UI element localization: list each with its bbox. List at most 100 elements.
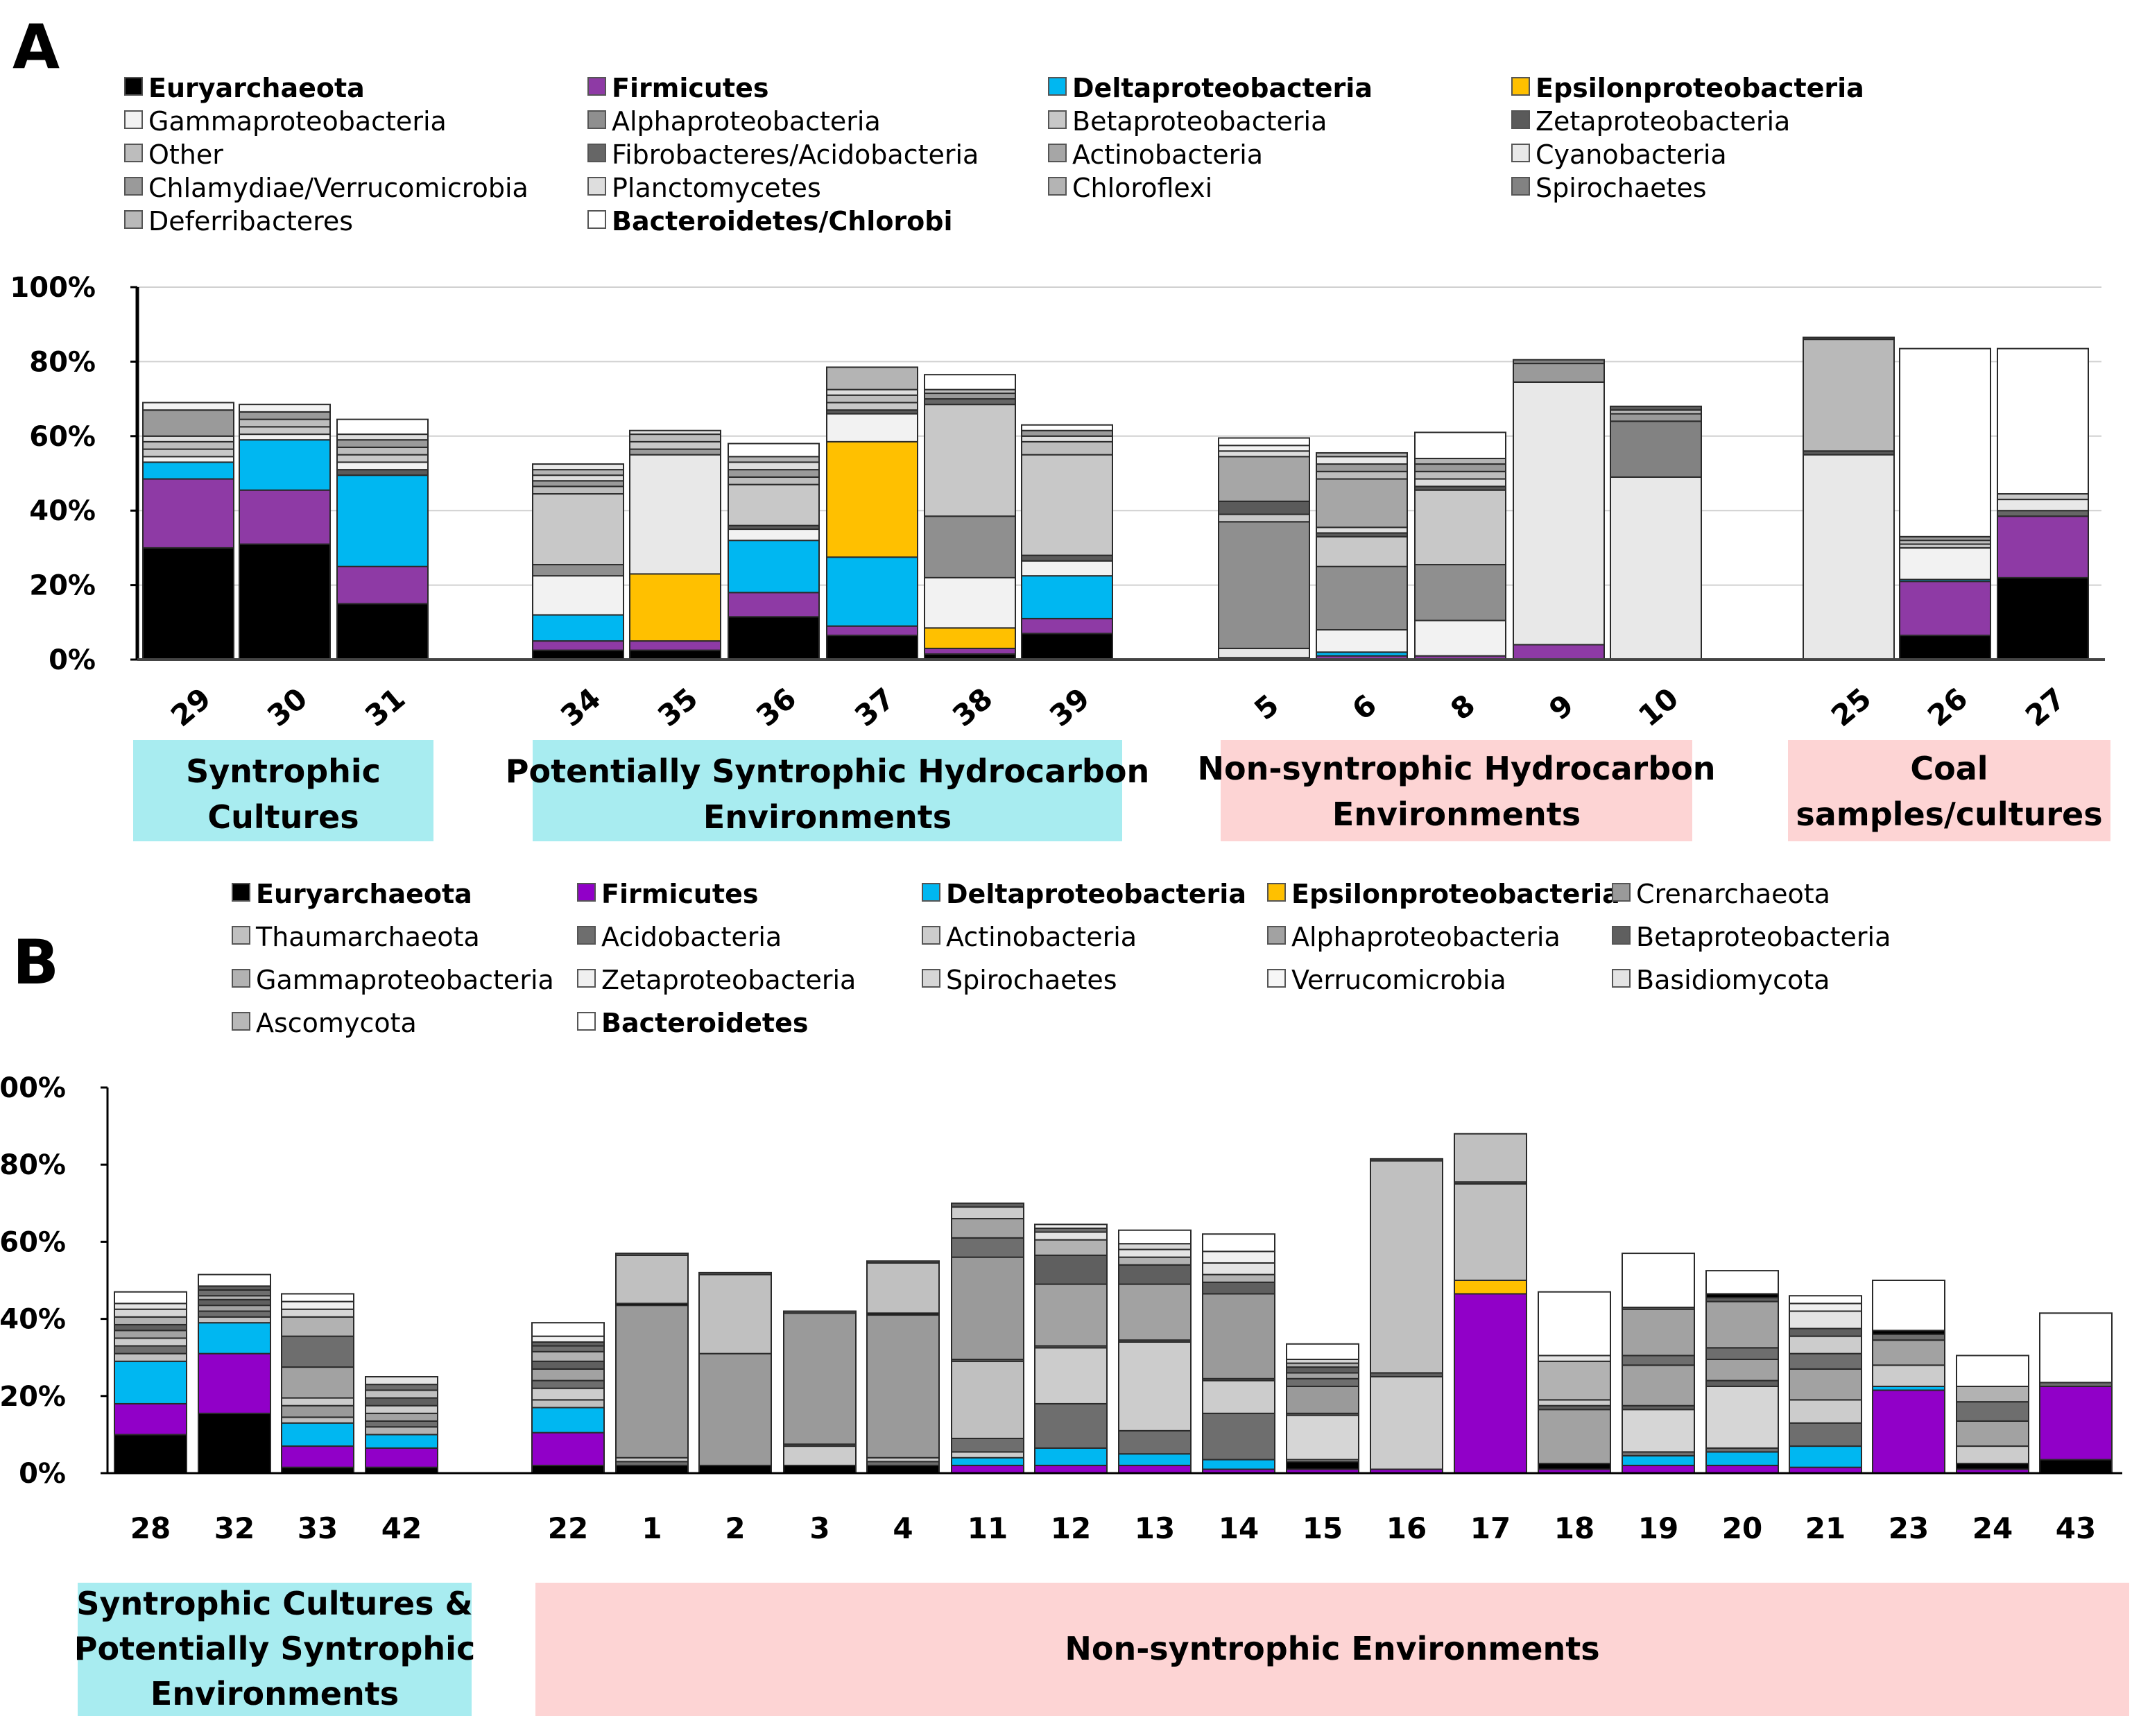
bar-29-segment-8	[142, 402, 234, 411]
bar-30-segment-4	[239, 426, 331, 436]
bar-35-segment-4	[629, 448, 721, 456]
legend-label-chloroflexi: Chloroflexi	[1072, 173, 1212, 203]
bar-26-segment-7	[1899, 347, 1991, 538]
bar-34-segment-10	[532, 463, 624, 471]
bar-22-segment-7	[531, 1360, 605, 1370]
bar-34-segment-5	[532, 493, 624, 566]
x-tick-label-12: 12	[1051, 1511, 1091, 1545]
legend-label-alphaproteobacteria: Alphaproteobacteria	[612, 106, 881, 137]
bar-3-segment-3	[783, 1312, 857, 1445]
group-box-2	[1221, 740, 1692, 841]
bar-39-segment-7	[1021, 435, 1113, 442]
bar-31-segment-4	[336, 461, 429, 471]
bar-12-segment-8	[1034, 1231, 1108, 1241]
y-tick-label: 0%	[19, 1458, 66, 1490]
bar-22-segment-6	[531, 1368, 605, 1382]
legend-swatch-ascomycota	[232, 1012, 250, 1031]
bar-8-segment-1	[1414, 619, 1506, 657]
bar-5-segment-8	[1218, 437, 1310, 447]
bar-4-segment-5	[866, 1262, 940, 1314]
legend-label-epsilonproteobacteria: Epsilonproteobacteria	[1536, 73, 1864, 103]
bar-15-segment-7	[1286, 1372, 1359, 1380]
bar-42-segment-5	[365, 1412, 438, 1422]
group-label-1-line-0: Potentially Syntrophic Hydrocarbon	[506, 753, 1149, 790]
bar-30	[239, 404, 331, 661]
bar-27-segment-2	[1997, 510, 2089, 517]
legend-label-cyanobacteria: Cyanobacteria	[1536, 139, 1727, 170]
bar-18	[1538, 1291, 1611, 1474]
x-tick-label-43: 43	[2056, 1511, 2096, 1545]
legend-label-thaumarchaeota: Thaumarchaeota	[255, 922, 480, 952]
bar-38-segment-2	[924, 627, 1016, 649]
bar-37-segment-4	[826, 413, 918, 442]
bar-31-segment-5	[336, 454, 429, 463]
legend-label-epsilonproteobacteria: Epsilonproteobacteria	[1291, 879, 1620, 909]
bar-39-segment-1	[1021, 617, 1113, 635]
bar-13-segment-8	[1118, 1248, 1192, 1258]
group-label-1-line-0: Non-syntrophic Environments	[1065, 1630, 1599, 1667]
bar-19-segment-5	[1622, 1364, 1695, 1407]
bar-42-segment-3	[365, 1426, 438, 1436]
x-tick-label-15: 15	[1302, 1511, 1343, 1545]
bar-19-segment-6	[1622, 1355, 1695, 1366]
legend-swatch-fibrobacteres-acidobacteria	[587, 144, 606, 162]
legend-swatch-cyanobacteria	[1511, 144, 1530, 162]
legend-label-gammaproteobacteria: Gammaproteobacteria	[148, 106, 447, 137]
bar-23-segment-4	[1872, 1333, 1945, 1341]
legend-label-other: Other	[148, 139, 223, 170]
bar-37-segment-0	[826, 635, 918, 660]
x-tick-label-33: 33	[298, 1511, 338, 1545]
bar-5-segment-3	[1218, 513, 1310, 523]
panel-b-legend: Euryarchaeota Firmicutes Deltaproteobacter…	[232, 879, 1891, 1038]
bar-18-segment-2	[1538, 1409, 1611, 1465]
bar-17-segment-2	[1454, 1183, 1527, 1281]
legend-swatch-deferribacteres	[124, 210, 143, 229]
bar-29-segment-6	[142, 435, 234, 442]
bar-14-segment-10	[1202, 1233, 1275, 1253]
bar-35-segment-1	[629, 640, 721, 651]
bar-35	[629, 429, 721, 661]
bar-38-segment-1	[924, 647, 1016, 655]
panel-a-group-boxes: Syntrophic Cultures Potentially Syntrophic…	[133, 740, 2110, 841]
bar-11	[951, 1202, 1024, 1474]
x-tick-label-25: 25	[1825, 681, 1877, 733]
x-tick-label-39: 39	[1043, 681, 1096, 733]
legend-swatch-thaumarchaeota	[232, 926, 250, 945]
bar-8	[1414, 431, 1506, 661]
legend-label-acidobacteria: Acidobacteria	[601, 922, 782, 952]
bar-21-segment-1	[1789, 1445, 1862, 1468]
bar-33	[281, 1293, 354, 1474]
x-tick-label-35: 35	[651, 681, 704, 733]
legend-label-chlamydiae-verrucomicrobia: Chlamydiae/Verrucomicrobia	[148, 173, 528, 203]
bar-25-segment-2	[1803, 338, 1895, 452]
group-label-0-line-2: Environments	[151, 1675, 399, 1712]
bar-28-segment-4	[114, 1345, 187, 1355]
group-box-1	[535, 1583, 2129, 1716]
bar-34-segment-1	[532, 640, 624, 651]
legend-swatch-acidobacteria	[577, 926, 596, 945]
y-tick-label: 20%	[29, 570, 96, 602]
bar-11-segment-2	[951, 1451, 1024, 1459]
legend-swatch-alphaproteobacteria	[1267, 926, 1286, 945]
bar-21-segment-5	[1789, 1352, 1862, 1370]
bar-17	[1454, 1133, 1527, 1474]
bar-20-segment-4	[1705, 1380, 1779, 1387]
legend-swatch-crenarchaeota	[1612, 883, 1631, 902]
bar-42-segment-8	[365, 1389, 438, 1399]
panel-a-letter: A	[12, 11, 60, 83]
bar-8-segment-9	[1414, 431, 1506, 460]
group-label-0-line-1: Cultures	[207, 798, 359, 836]
bar-21-segment-2	[1789, 1422, 1862, 1447]
bar-6-segment-8	[1316, 470, 1408, 480]
bar-34-segment-0	[532, 649, 624, 661]
bar-22-segment-12	[531, 1322, 605, 1337]
bar-1-segment-3	[615, 1305, 689, 1459]
legend-swatch-zetaproteobacteria	[1511, 110, 1530, 129]
bar-38-segment-3	[924, 576, 1016, 629]
bar-29	[142, 402, 234, 661]
bar-11-segment-1	[951, 1456, 1024, 1466]
bar-5-segment-4	[1218, 500, 1310, 515]
bar-21-segment-8	[1789, 1310, 1862, 1330]
bar-2	[698, 1271, 772, 1474]
bar-29-segment-5	[142, 440, 234, 450]
